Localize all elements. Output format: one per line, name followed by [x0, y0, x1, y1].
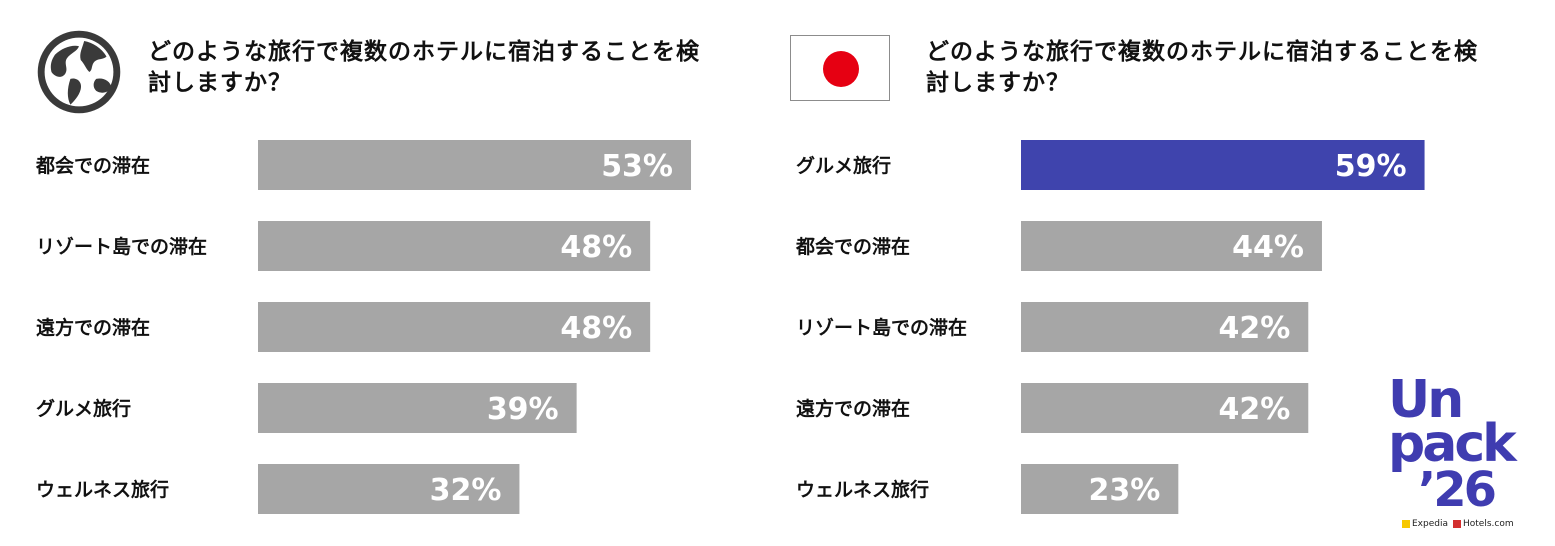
value-label: 39% [487, 392, 559, 427]
globe-icon [37, 30, 121, 114]
logo-text-year: ’26 [1418, 462, 1497, 518]
category-label: グルメ旅行 [36, 397, 131, 420]
value-label: 53% [601, 149, 673, 184]
category-label: ウェルネス旅行 [36, 478, 169, 501]
survey-question: どのような旅行で複数のホテルに宿泊することを検討しますか？ [148, 39, 700, 96]
value-label: 32% [430, 473, 502, 508]
bar [1021, 221, 1322, 271]
value-label: 23% [1089, 473, 1161, 508]
value-label: 44% [1232, 230, 1304, 265]
bar [258, 302, 651, 352]
value-label: 48% [560, 311, 632, 346]
bar [1021, 140, 1425, 190]
category-label: 都会での滞在 [35, 154, 150, 177]
bar [1021, 464, 1179, 514]
brand-expedia: Expedia [1412, 519, 1448, 529]
value-label: 59% [1335, 149, 1407, 184]
global-panel: どのような旅行で複数のホテルに宿泊することを検討しますか？ 都会での滞在 53% リ… [0, 0, 760, 546]
brand-hotels: Hotels.com [1463, 519, 1514, 529]
bar [258, 221, 651, 271]
logo-text-un: Un [1388, 370, 1464, 430]
bar [258, 140, 692, 190]
category-label: リゾート島での滞在 [36, 235, 207, 258]
japan-panel: どのような旅行で複数のホテルに宿泊することを検討しますか？ グルメ旅行 59% 都会… [780, 0, 1555, 546]
japan-flag-icon [790, 35, 890, 101]
bar-chart-global: 都会での滞在 53% リゾート島での滞在 48% 遠方での滞在 48% グルメ旅行 39% ウェ… [35, 140, 692, 514]
survey-question: どのような旅行で複数のホテルに宿泊することを検討しますか？ [926, 39, 1478, 96]
bar [258, 464, 520, 514]
category-label: 遠方での滞在 [796, 397, 910, 420]
bar [1021, 302, 1309, 352]
category-label: グルメ旅行 [796, 154, 891, 177]
category-label: ウェルネス旅行 [796, 478, 929, 501]
logo-text-pack: pack [1388, 414, 1517, 474]
flag-sun [823, 51, 859, 87]
category-label: 都会での滞在 [795, 235, 910, 258]
bar [1021, 383, 1309, 433]
bar-chart-japan: グルメ旅行 59% 都会での滞在 44% リゾート島での滞在 42% 遠方での滞在 42% ウェ… [795, 140, 1425, 514]
value-label: 48% [560, 230, 632, 265]
value-label: 42% [1218, 311, 1290, 346]
logo-brands: Expedia Hotels.com [1402, 519, 1514, 529]
value-label: 42% [1218, 392, 1290, 427]
bar [258, 383, 577, 433]
hotels-icon [1453, 519, 1461, 528]
category-label: リゾート島での滞在 [796, 316, 967, 339]
expedia-icon [1402, 519, 1410, 528]
category-label: 遠方での滞在 [36, 316, 150, 339]
unpack-26-logo: Un pack ’26 Expedia Hotels.com [1388, 374, 1548, 534]
